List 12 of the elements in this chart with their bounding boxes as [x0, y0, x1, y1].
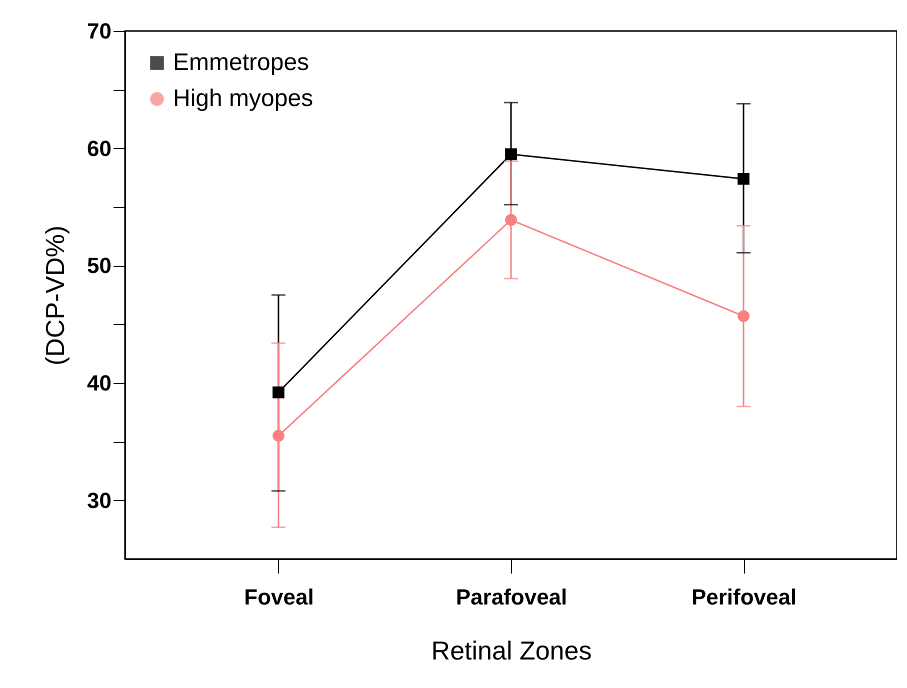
x-tick-label: Foveal — [244, 584, 314, 610]
legend-label: Emmetropes — [173, 49, 310, 76]
legend-label: High myopes — [173, 85, 314, 112]
x-tick-label: Parafoveal — [456, 584, 568, 610]
x-axis-title: Retinal Zones — [431, 636, 592, 666]
y-tick-label: 60 — [87, 136, 112, 161]
y-axis-title: (DCP-VD%) — [40, 225, 70, 366]
y-tick-label: 70 — [87, 18, 112, 44]
y-tick-label: 40 — [87, 370, 112, 396]
y-tick-label: 50 — [87, 253, 112, 278]
x-tick-label: Perifoveal — [691, 584, 797, 610]
y-tick-label: 30 — [87, 488, 112, 513]
